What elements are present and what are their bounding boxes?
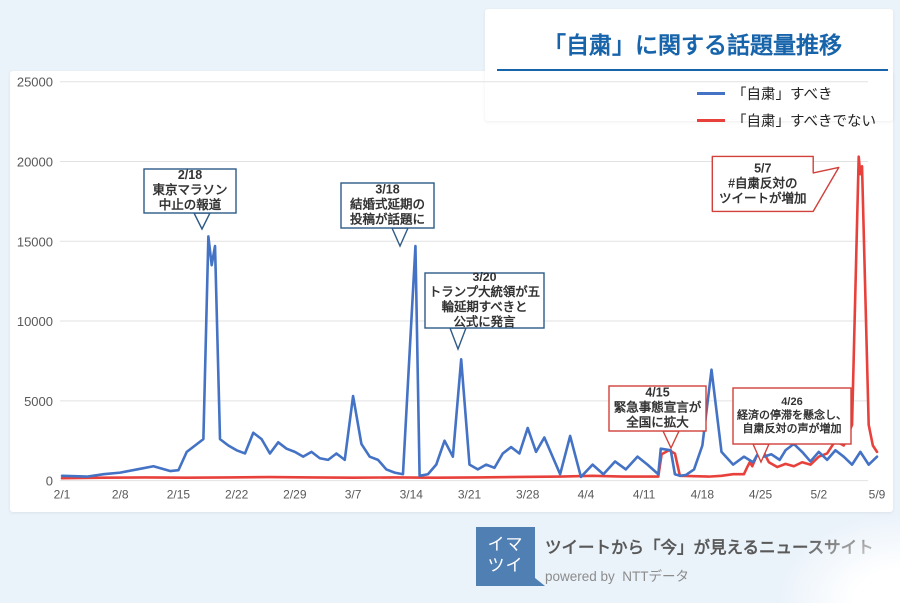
svg-text:2/15: 2/15 xyxy=(167,488,191,502)
svg-text:2/22: 2/22 xyxy=(225,488,249,502)
svg-text:2/8: 2/8 xyxy=(112,488,129,502)
svg-text:4/26: 4/26 xyxy=(781,396,802,408)
svg-text:10000: 10000 xyxy=(17,314,53,329)
svg-text:3/21: 3/21 xyxy=(458,488,482,502)
svg-text:3/20: 3/20 xyxy=(472,270,496,284)
svg-text:4/11: 4/11 xyxy=(633,488,656,502)
svg-text:投稿が話題に: 投稿が話題に xyxy=(350,212,425,227)
svg-text:3/28: 3/28 xyxy=(516,488,540,502)
svg-text:経済の停滞を懸念し、: 経済の停滞を懸念し、 xyxy=(737,408,847,422)
svg-text:25000: 25000 xyxy=(17,75,53,90)
svg-text:2/18: 2/18 xyxy=(178,168,202,182)
svg-text:東京マラソン: 東京マラソン xyxy=(152,182,227,197)
svg-text:トランプ大統領が五: トランプ大統領が五 xyxy=(429,284,540,299)
svg-text:3/7: 3/7 xyxy=(345,488,362,502)
svg-text:4/4: 4/4 xyxy=(578,488,595,502)
svg-text:4/18: 4/18 xyxy=(691,488,715,502)
svg-text:自粛反対の声が増加: 自粛反対の声が増加 xyxy=(743,421,842,435)
svg-text:ツイートが増加: ツイートが増加 xyxy=(719,190,807,205)
svg-text:結婚式延期の: 結婚式延期の xyxy=(350,197,425,212)
svg-text:中止の報道: 中止の報道 xyxy=(159,197,222,212)
svg-text:公式に発言: 公式に発言 xyxy=(454,314,517,329)
svg-text:2/29: 2/29 xyxy=(283,488,307,502)
svg-text:15000: 15000 xyxy=(17,234,53,249)
svg-text:0: 0 xyxy=(46,474,53,489)
svg-text:5/9: 5/9 xyxy=(869,488,886,502)
svg-text:全国に拡大: 全国に拡大 xyxy=(625,415,689,430)
svg-text:緊急事態宣言が: 緊急事態宣言が xyxy=(614,400,702,415)
svg-text:5/7: 5/7 xyxy=(754,161,771,175)
svg-text:5/2: 5/2 xyxy=(810,488,827,502)
svg-text:輪延期すべきと: 輪延期すべきと xyxy=(442,299,528,314)
svg-text:2/1: 2/1 xyxy=(54,488,71,502)
svg-text:#自粛反対の: #自粛反対の xyxy=(728,175,797,190)
svg-text:4/15: 4/15 xyxy=(645,385,669,399)
svg-text:5000: 5000 xyxy=(24,394,53,409)
svg-text:4/25: 4/25 xyxy=(749,488,773,502)
svg-text:3/18: 3/18 xyxy=(375,182,399,196)
svg-text:3/14: 3/14 xyxy=(400,488,424,502)
svg-text:20000: 20000 xyxy=(17,154,53,169)
